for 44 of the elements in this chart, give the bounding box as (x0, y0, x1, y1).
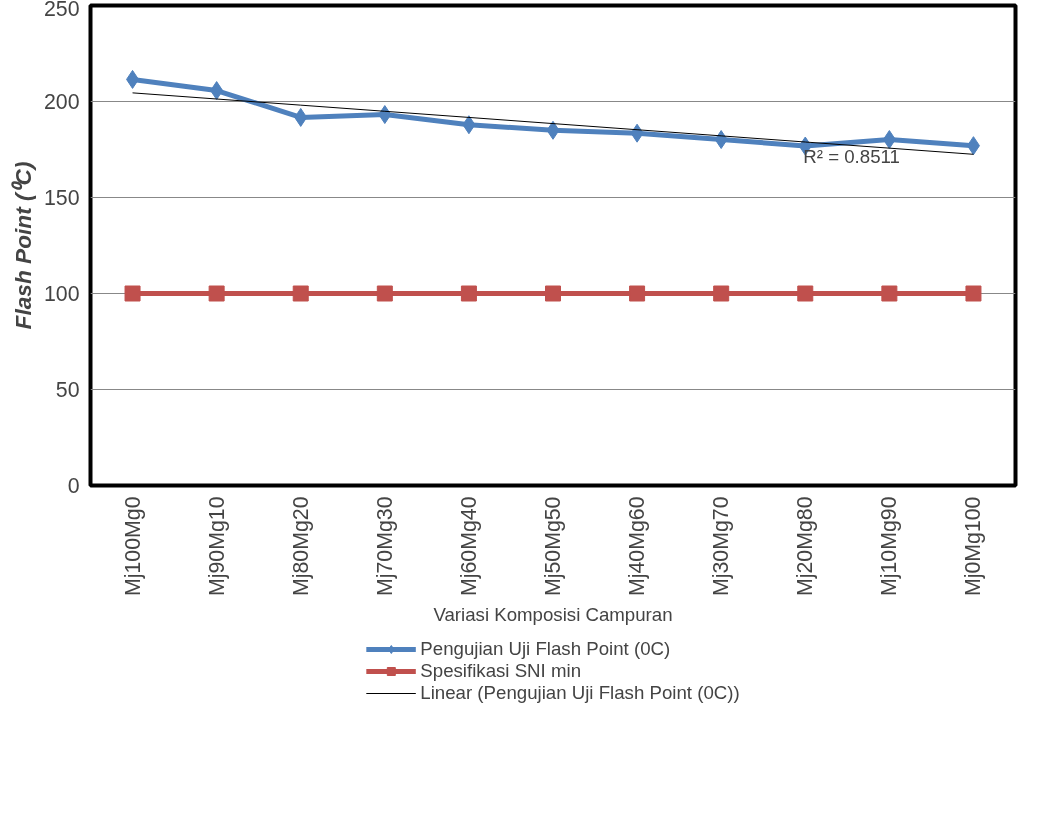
legend-label: Linear (Pengujian Uji Flash Point (0C)) (420, 682, 740, 704)
point (208, 285, 225, 302)
x-tick-label: Mj20Mg80 (793, 496, 818, 597)
x-tick-label: Mj90Mg10 (204, 496, 229, 597)
x-tick-label: Mj40Mg60 (625, 496, 650, 597)
point (378, 105, 392, 125)
x-tick-label: Mj50Mg50 (541, 496, 565, 597)
legend-label: Pengujian Uji Flash Point (0C) (420, 638, 671, 660)
point (630, 123, 644, 143)
y-axis-title: Flash Point (⁰C) (9, 161, 36, 330)
y-tick-label: 250 (43, 0, 80, 21)
point (882, 130, 896, 150)
point (545, 285, 561, 302)
x-tick-label: Mj100Mg0 (120, 496, 145, 597)
point (376, 285, 393, 302)
point (124, 285, 141, 302)
x-tick-label: Mj60Mg40 (456, 496, 481, 597)
point (292, 285, 309, 302)
point (462, 115, 476, 135)
point (460, 285, 477, 302)
point (965, 285, 982, 302)
point (629, 285, 646, 302)
annotation: R² = 0.8511 (803, 146, 900, 168)
point (546, 120, 560, 140)
y-tick-label: 50 (55, 378, 80, 402)
point (210, 81, 224, 101)
point (126, 69, 140, 89)
x-tick-label: Mj0Mg100 (961, 496, 986, 597)
y-tick-label: 150 (43, 186, 80, 210)
x-tick-label: Mj80Mg20 (288, 496, 313, 597)
point (797, 285, 814, 302)
x-tick-label: Mj10Mg90 (877, 496, 902, 597)
point (966, 136, 980, 156)
point (294, 107, 308, 127)
point (713, 285, 730, 302)
y-tick-label: 0 (67, 474, 80, 498)
y-tick-label: 200 (43, 90, 80, 114)
x-tick-label: Mj70Mg30 (372, 496, 397, 597)
x-axis-title: Variasi Komposisi Campuran (433, 604, 673, 626)
y-tick-label: 100 (43, 282, 80, 306)
point (714, 130, 728, 150)
point (881, 285, 898, 302)
x-tick-label: Mj30Mg70 (709, 496, 734, 597)
legend-label: Spesifikasi SNI min (420, 660, 582, 682)
